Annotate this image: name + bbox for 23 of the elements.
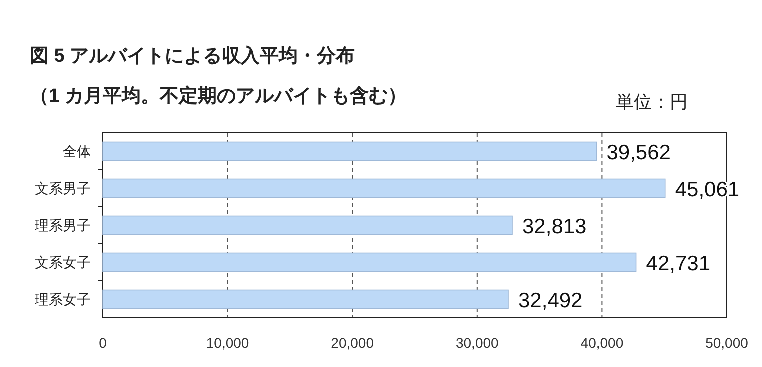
chart-subtitle: （1 カ月平均。不定期のアルバイトも含む） — [30, 85, 407, 107]
y-tick-label: 全体 — [63, 144, 91, 160]
text: 単位：円 — [616, 92, 688, 112]
chart-title: 図 5 アルバイトによる収入平均・分布 — [30, 45, 356, 67]
y-tick-label: 文系女子 — [35, 254, 91, 270]
x-tick-label: 0 — [99, 335, 108, 351]
data-label: 39,562 — [606, 142, 671, 164]
x-tick-label: 50,000 — [706, 335, 749, 351]
bar — [102, 142, 598, 162]
data-label: 42,731 — [646, 252, 711, 276]
y-tick-label: 文系男子 — [35, 180, 91, 196]
x-tick-label: 30,000 — [456, 335, 500, 351]
x-tick-label: 10,000 — [206, 335, 250, 351]
x-tick-label: 20,000 — [331, 335, 374, 351]
bar — [102, 178, 666, 198]
bar — [102, 216, 513, 236]
y-tick-label: 理系男子 — [35, 218, 91, 234]
bar — [102, 290, 509, 310]
bar — [102, 252, 637, 272]
x-tick-label: 40,000 — [580, 335, 624, 351]
data-label: 32,813 — [522, 216, 587, 238]
y-tick-label: 理系女子 — [35, 292, 91, 308]
data-label: 32,492 — [518, 290, 583, 312]
